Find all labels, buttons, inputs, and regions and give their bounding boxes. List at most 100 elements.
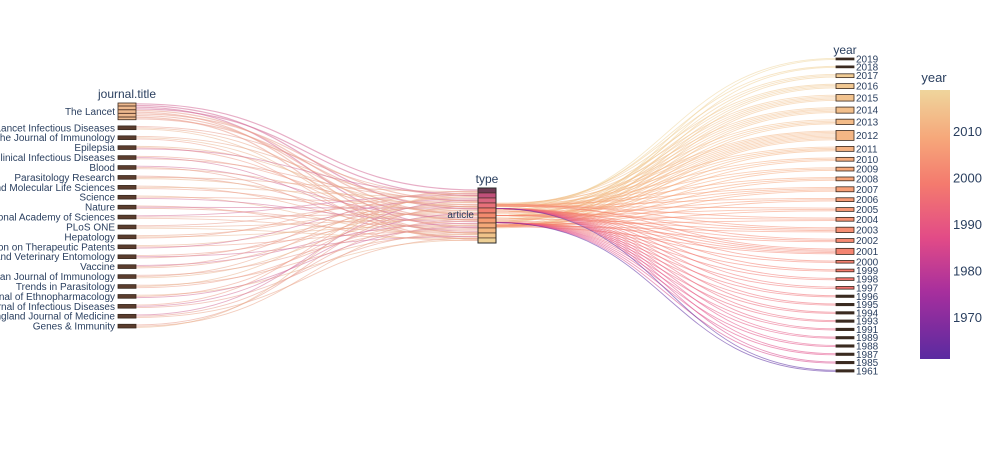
category-bar[interactable] — [835, 247, 855, 255]
category-bar[interactable] — [835, 83, 855, 89]
category-year-2006[interactable] — [835, 197, 855, 202]
category-year-1997[interactable] — [835, 286, 855, 290]
category-bar[interactable] — [117, 224, 137, 230]
category-bar[interactable] — [117, 204, 137, 210]
category-year-2010[interactable] — [835, 156, 855, 162]
category-year-1996[interactable] — [835, 294, 855, 298]
category-bar[interactable] — [835, 118, 855, 125]
category-year-1989[interactable] — [835, 336, 855, 340]
category-bar[interactable] — [835, 369, 855, 373]
category-year-2015[interactable] — [835, 94, 855, 102]
category-year-2008[interactable] — [835, 176, 855, 182]
category-bar[interactable] — [835, 303, 855, 307]
category-bar[interactable] — [117, 234, 137, 240]
category-year-2001[interactable] — [835, 247, 855, 255]
category-journal-of-infectious-diseases[interactable] — [117, 304, 137, 309]
category-bar[interactable] — [117, 313, 137, 319]
category-year-2002[interactable] — [835, 238, 855, 243]
category-bar[interactable] — [835, 197, 855, 202]
category-year-2014[interactable] — [835, 106, 855, 114]
category-bar[interactable] — [835, 57, 855, 61]
category-year-2000[interactable] — [835, 260, 855, 264]
category-year-2017[interactable] — [835, 73, 855, 79]
category-year-1961[interactable] — [835, 369, 855, 373]
category-bar[interactable] — [117, 294, 137, 299]
category-year-1993[interactable] — [835, 319, 855, 323]
category-year-2009[interactable] — [835, 166, 855, 172]
category-new-england-journal-of-medicine[interactable] — [117, 313, 137, 319]
category-year-1985[interactable] — [835, 361, 855, 365]
category-bar[interactable] — [835, 361, 855, 365]
category-year-1991[interactable] — [835, 327, 855, 331]
category-bar[interactable] — [835, 352, 855, 356]
category-bar[interactable] — [117, 304, 137, 309]
category-medical-and-veterinary-entomology[interactable] — [117, 254, 137, 259]
category-the-journal-of-immunology[interactable] — [117, 135, 137, 140]
category-genes-immunity[interactable] — [117, 323, 137, 329]
category-bar[interactable] — [835, 186, 855, 193]
category-year-2011[interactable] — [835, 146, 855, 152]
category-year-2004[interactable] — [835, 216, 855, 222]
category-bar[interactable] — [835, 176, 855, 182]
category-expert-opinion-on-therapeutic-patents[interactable] — [117, 244, 137, 250]
category-bar[interactable] — [835, 207, 855, 212]
category-hepatology[interactable] — [117, 234, 137, 240]
category-proceedings-of-the-national-academy-of-sciences[interactable] — [117, 214, 137, 220]
category-year-2016[interactable] — [835, 83, 855, 89]
category-the-lancet[interactable] — [117, 102, 137, 121]
category-plos-one[interactable] — [117, 224, 137, 230]
category-bar[interactable] — [835, 73, 855, 79]
category-bar[interactable] — [117, 274, 137, 279]
category-bar[interactable] — [835, 166, 855, 172]
category-year-2018[interactable] — [835, 65, 855, 69]
category-bar[interactable] — [835, 294, 855, 298]
category-bar[interactable] — [835, 216, 855, 222]
category-year-2013[interactable] — [835, 118, 855, 125]
category-bar[interactable] — [835, 130, 855, 141]
category-bar[interactable] — [117, 155, 137, 160]
category-bar[interactable] — [117, 254, 137, 259]
category-year-1999[interactable] — [835, 268, 855, 273]
category-year-1987[interactable] — [835, 352, 855, 356]
category-european-journal-of-immunology[interactable] — [117, 274, 137, 279]
category-bar[interactable] — [117, 323, 137, 329]
category-bar[interactable] — [117, 185, 137, 190]
category-bar[interactable] — [835, 336, 855, 340]
category-bar[interactable] — [835, 65, 855, 69]
category-year-1995[interactable] — [835, 303, 855, 307]
category-bar[interactable] — [117, 135, 137, 140]
category-bar[interactable] — [835, 268, 855, 273]
category-bar[interactable] — [117, 175, 137, 180]
category-bar[interactable] — [117, 214, 137, 220]
category-nature[interactable] — [117, 204, 137, 210]
category-year-1988[interactable] — [835, 344, 855, 348]
category-year-1998[interactable] — [835, 277, 855, 281]
category-cellular-and-molecular-life-sciences[interactable] — [117, 185, 137, 190]
category-bar[interactable] — [835, 344, 855, 348]
category-bar[interactable] — [477, 187, 497, 244]
category-year-2019[interactable] — [835, 57, 855, 61]
category-bar[interactable] — [117, 165, 137, 170]
category-bar[interactable] — [835, 311, 855, 315]
category-year-2012[interactable] — [835, 130, 855, 141]
category-bar[interactable] — [117, 125, 137, 131]
category-science[interactable] — [117, 194, 137, 200]
category-bar[interactable] — [117, 244, 137, 250]
category-bar[interactable] — [117, 284, 137, 289]
category-year-1994[interactable] — [835, 311, 855, 315]
category-bar[interactable] — [117, 145, 137, 150]
category-year-2005[interactable] — [835, 207, 855, 212]
category-bar[interactable] — [117, 194, 137, 200]
category-vaccine[interactable] — [117, 264, 137, 269]
category-year-2003[interactable] — [835, 226, 855, 233]
category-bar[interactable] — [117, 102, 137, 121]
category-year-2007[interactable] — [835, 186, 855, 193]
category-bar[interactable] — [835, 146, 855, 152]
category-bar[interactable] — [117, 264, 137, 269]
category-bar[interactable] — [835, 156, 855, 162]
category-trends-in-parasitology[interactable] — [117, 284, 137, 289]
category-epilepsia[interactable] — [117, 145, 137, 150]
category-bar[interactable] — [835, 94, 855, 102]
category-bar[interactable] — [835, 226, 855, 233]
category-bar[interactable] — [835, 106, 855, 114]
